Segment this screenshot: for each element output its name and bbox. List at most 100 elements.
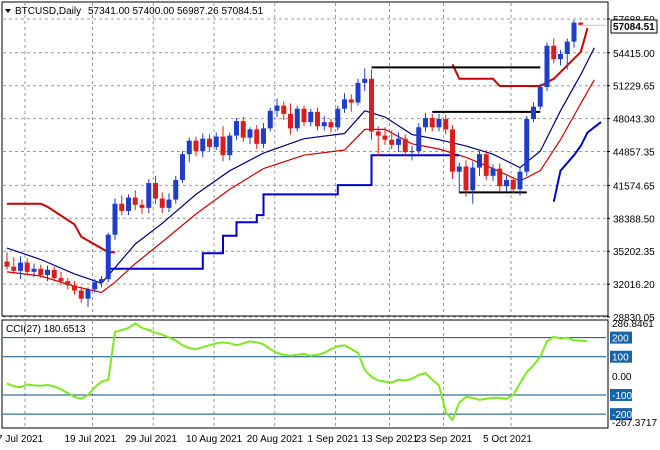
date-tick-label: 19 Jul 2021 [65,434,117,445]
channel-high-line [451,27,589,87]
cci-tick-label: 0.00 [612,372,632,383]
candle-body [85,289,91,299]
candle-body [4,261,10,267]
candle-body [510,179,516,190]
candle-body [247,129,253,138]
candle-body [132,197,138,205]
cci-level-label: -100 [612,391,632,402]
candle-body [281,105,287,114]
date-tick-label: 5 Oct 2021 [483,434,532,445]
candle-body [288,113,293,129]
candle-body [193,140,199,152]
candle-body [490,168,496,176]
candle-body [146,183,152,208]
candle-body [524,119,530,172]
price-tick-label: 35202.35 [613,247,655,258]
date-tick-label: 10 Aug 2021 [186,434,243,445]
candle-body [166,199,172,208]
cci-header: CCI(27) 180.6513 [6,324,86,335]
symbol-label: BTCUSD,Daily [15,6,81,17]
candle-body [369,78,374,132]
date-tick-label: 23 Sep 2021 [416,434,473,445]
candle-body [240,121,246,138]
candle-body [483,154,489,176]
cci-level-label: 100 [612,353,629,364]
candle-body [220,136,226,156]
candle-body [537,87,543,107]
last-price-badge: 57084.51 [610,19,658,34]
candle-body [477,154,482,168]
candle-body [139,204,145,208]
candle-body [335,108,341,128]
ohlc-values: 57341.00 57400.00 56987.26 57084.51 [88,6,264,17]
cci-level-label: -200 [612,410,632,421]
candle-body [65,281,71,286]
candle-body [92,282,98,290]
axis-labels: 57688.5054415.0051229.6548043.3044857.35… [0,15,657,445]
candle-body [72,285,77,291]
candle-body [497,168,503,187]
candle-body [564,41,570,54]
candle-body [11,266,17,271]
candle-body [105,234,111,280]
candle-body [24,262,30,272]
main-panel-frame [1,1,609,317]
price-tick-label: 38388.50 [613,214,655,225]
candle-body [119,203,125,211]
candle-body [173,179,179,200]
candle-body [227,135,233,156]
date-tick-label: 20 Aug 2021 [247,434,304,445]
candle-body [267,110,273,129]
date-tick-label: 13 Sep 2021 [362,434,419,445]
date-tick-label: 1 Sep 2021 [308,434,360,445]
candle-body [45,269,50,275]
date-tick-label: 7 Jul 2021 [0,434,44,445]
cci-tick-label: 286.8461 [612,319,654,330]
candle-body [402,138,408,153]
cci-plot [3,322,606,422]
candle-body [544,45,550,88]
candle-body [315,111,320,127]
candle-body [78,290,84,299]
candle-body [301,108,307,123]
cci-label: CCI(27) 180.6513 [6,324,86,335]
candle-body [180,154,185,180]
candle-body [294,108,300,129]
candle-body [18,262,23,271]
cci-tick-label: -267.3717 [612,418,657,429]
price-tick-label: 44857.35 [613,147,655,158]
candle-body [31,268,37,272]
candle-body [551,45,557,60]
channel-low-line [108,154,460,270]
cci-level-badge [610,408,632,421]
price-tick-label: 41574.65 [613,181,655,192]
price-tick-label: 48043.30 [613,115,655,126]
candle-body [200,138,206,152]
main-plot [4,19,606,307]
candle-body [558,53,563,60]
candle-body [517,171,523,190]
dropdown-triangle-icon[interactable] [5,9,11,13]
candle-body [504,179,509,187]
candle-body [112,203,118,235]
candle-body [308,111,314,123]
candle-body [456,166,462,172]
candle-body [416,127,422,152]
candle-body [470,167,476,191]
candle-body [274,105,280,111]
candle-body [578,22,584,26]
cci-level-badge [610,350,632,363]
candle-body [126,197,131,211]
candle-body [348,99,354,103]
cci-level-badge [610,388,632,401]
ma-slow-line [6,79,595,294]
candle-body [443,119,449,130]
cci-level-label: 200 [612,334,629,345]
price-tick-label: 51229.65 [613,82,655,93]
price-tick-label: 54415.00 [613,49,655,60]
candle-body [362,78,368,83]
candle-body [450,129,455,172]
date-tick-label: 29 Jul 2021 [125,434,177,445]
candle-body [153,183,158,199]
